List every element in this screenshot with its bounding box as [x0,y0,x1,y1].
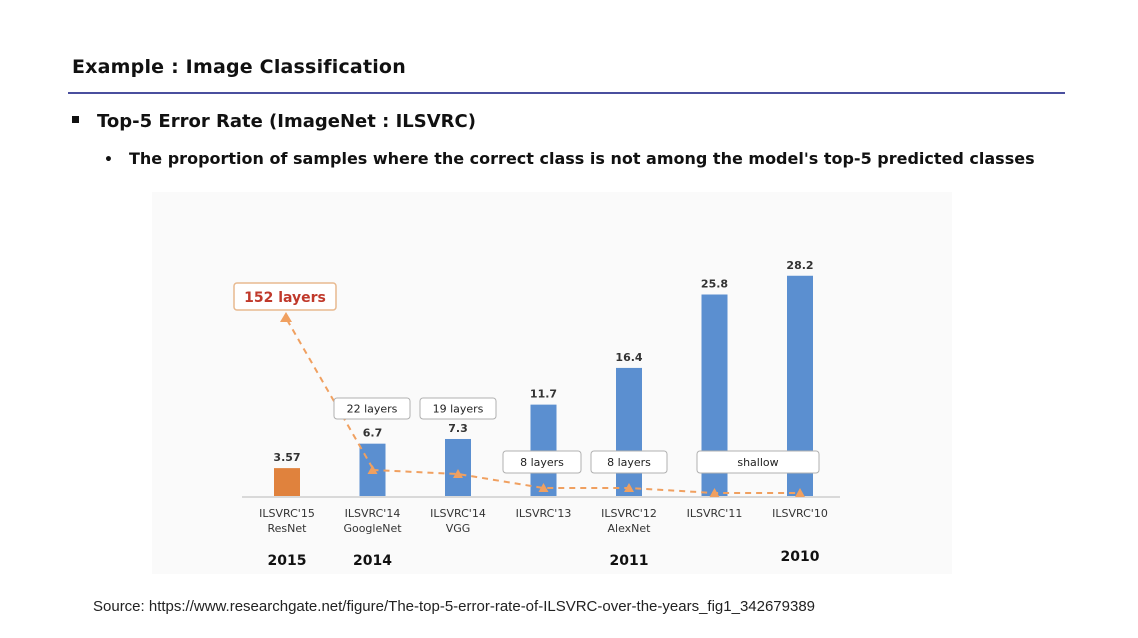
category-tick-label: VGG [446,522,471,535]
bar-0 [274,468,300,496]
figure-background [152,192,952,574]
slide-title: Example : Image Classification [72,56,406,78]
bar-3 [530,404,557,496]
layer-box-label: 19 layers [433,403,484,416]
year-label: 2014 [353,553,392,569]
trend-marker [367,465,378,474]
callout-pointer-arrow [280,312,292,322]
bar-value-label: 6.7 [363,427,383,440]
layer-box-label: 8 layers [607,456,651,469]
bar-4 [616,367,642,496]
layer-box [696,450,820,474]
dot-bullet-icon: • [104,152,113,168]
bar-value-label: 28.2 [786,259,813,272]
category-tick-label: AlexNet [608,522,652,535]
category-tick-label: ILSVRC'14 [345,507,401,520]
category-tick-label: ILSVRC'13 [516,507,572,520]
category-tick-label: ResNet [268,522,308,535]
layer-box [502,450,582,474]
callout-label: 152 layers [244,290,326,306]
title-underline [68,92,1065,94]
category-tick-label: ILSVRC'10 [772,507,828,520]
bar-value-label: 11.7 [530,388,557,401]
layer-box-label: shallow [737,456,778,469]
layer-box [419,397,497,420]
layer-box [590,450,668,474]
trend-marker [795,488,805,497]
layer-box-label: 22 layers [347,403,398,416]
layer-box-label: 8 layers [520,456,564,469]
bullet-sub: • The proportion of samples where the cor… [104,149,1035,168]
year-label: 2010 [781,549,820,565]
category-tick-label: ILSVRC'11 [687,507,743,520]
bullet-sub-text: The proportion of samples where the corr… [129,149,1035,168]
bar-2 [445,438,471,496]
source-citation: Source: https://www.researchgate.net/fig… [93,598,816,615]
callout-box [233,282,337,311]
trend-marker [453,469,463,478]
trend-marker [624,483,634,492]
bar-value-label: 25.8 [701,278,728,291]
bar-value-label: 7.3 [448,422,468,435]
trend-marker [538,483,549,492]
trend-dashed-line [372,469,800,494]
category-tick-label: ILSVRC'14 [430,507,486,520]
bar-value-label: 3.57 [273,451,300,464]
year-label: 2011 [610,553,649,569]
year-label: 2015 [268,553,307,569]
bar-value-label: 16.4 [615,351,642,364]
layer-box [333,397,411,420]
trend-marker [709,488,720,497]
category-tick-label: GoogleNet [343,522,402,535]
callout-pointer-line [285,317,374,469]
category-tick-label: ILSVRC'15 [259,507,315,520]
bullet-main: Top-5 Error Rate (ImageNet : ILSVRC) [72,111,476,132]
bullet-main-text: Top-5 Error Rate (ImageNet : ILSVRC) [97,111,476,132]
category-tick-label: ILSVRC'12 [601,507,657,520]
square-bullet-icon [72,116,79,123]
